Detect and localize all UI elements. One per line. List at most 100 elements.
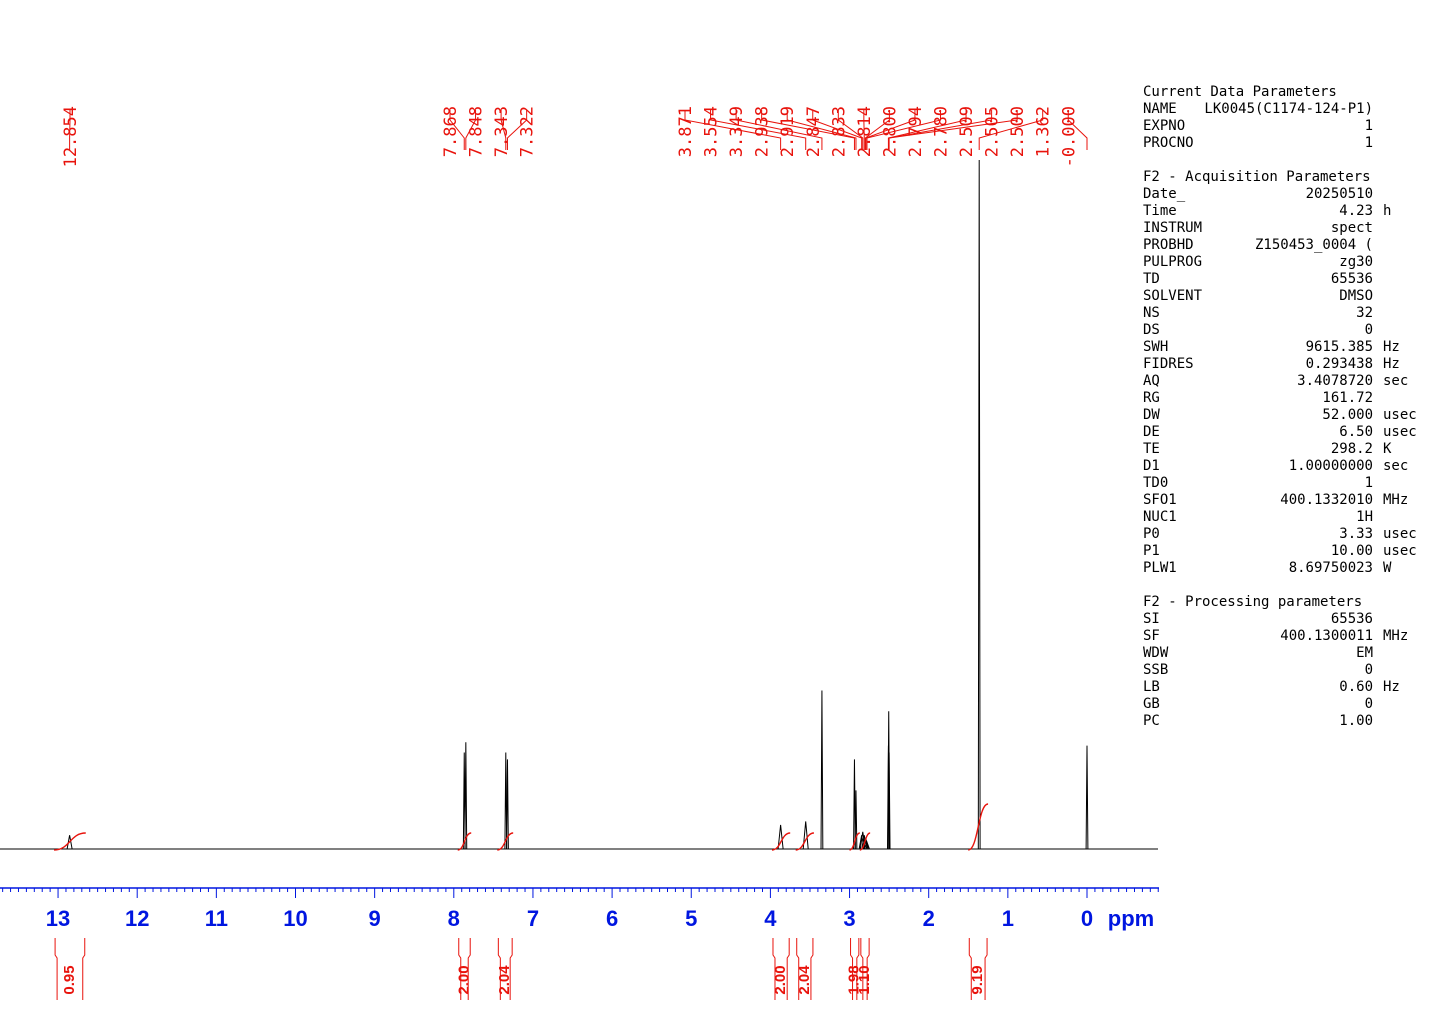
integral-value: 9.19 — [969, 965, 986, 994]
integral-curve — [457, 832, 472, 851]
acquisition-params-list: Date_ 20250510 Time 4.23 h INSTRUM spect PROBHD… — [1143, 186, 1443, 577]
param-value: 0.60 — [1339, 679, 1373, 695]
param-value: Z150453_0004 ( — [1254, 237, 1373, 253]
param-row: DS 0 — [1143, 322, 1443, 339]
integral-bracket — [860, 938, 870, 1000]
param-value: 4.23 — [1339, 203, 1373, 219]
param-row: P0 3.33 usec — [1143, 526, 1443, 543]
param-value: 161.72 — [1322, 390, 1373, 406]
param-value: 20250510 — [1305, 186, 1373, 202]
param-row: RG 161.72 — [1143, 390, 1443, 407]
peak-label-layer: 12.854 7.868 7.848 7.343 7.322 3.871 3.554 3.34… — [61, 106, 1088, 167]
peak-label-leader — [506, 110, 528, 150]
param-name: PROBHD — [1143, 237, 1194, 253]
param-row: SF 400.1300011 MHz — [1143, 628, 1443, 645]
param-value: LK0045(C1174-124-P1) — [1204, 101, 1373, 117]
peak-label: 2.505 — [983, 106, 1003, 157]
peak-label-leader — [761, 110, 855, 150]
integral-curve — [859, 832, 871, 851]
nmr-spectrum-chart: 12.854 7.868 7.848 7.343 7.322 3.871 3.554 3.34… — [0, 106, 1159, 1000]
x-tick-label: 10 — [283, 906, 307, 931]
peak-label: 7.322 — [518, 106, 538, 157]
acquisition-parameters-panel: Current Data Parameters NAME LK0045(C1174… — [1143, 84, 1443, 730]
param-name: SWH — [1143, 339, 1169, 355]
param-unit: W — [1383, 560, 1392, 576]
param-row: TD 65536 — [1143, 271, 1443, 288]
param-row: SSB 0 — [1143, 662, 1443, 679]
param-value: 52.000 — [1322, 407, 1373, 423]
param-row: Date_ 20250510 — [1143, 186, 1443, 203]
spectrum-peak — [820, 690, 824, 850]
param-value: 0 — [1364, 696, 1373, 712]
param-name: SI — [1143, 611, 1160, 627]
peak-label: 3.554 — [702, 106, 722, 157]
param-row: TE 298.2 K — [1143, 441, 1443, 458]
param-unit: sec — [1383, 458, 1409, 474]
param-value: 400.1300011 — [1280, 628, 1373, 644]
param-name: SFO1 — [1143, 492, 1177, 508]
peak-label-leader — [888, 110, 1018, 150]
peak-label: 2.500 — [1008, 106, 1028, 157]
param-value: 1 — [1364, 135, 1373, 151]
x-tick-label: 4 — [764, 906, 777, 931]
spectrum-peak — [506, 759, 509, 850]
x-tick-label: 8 — [448, 906, 460, 931]
x-tick-label: 7 — [527, 906, 539, 931]
integral-bracket — [772, 938, 790, 1000]
spectrum-peak — [777, 824, 784, 850]
param-value: 8.69750023 — [1288, 560, 1373, 576]
param-name: Date_ — [1143, 186, 1186, 202]
processing-params-title: F2 - Processing parameters — [1143, 594, 1363, 610]
param-value: 0 — [1364, 662, 1373, 678]
param-value: 65536 — [1330, 271, 1373, 287]
x-tick-label: 1 — [1002, 906, 1014, 931]
plot-layer — [0, 159, 1158, 850]
param-row: P1 10.00 usec — [1143, 543, 1443, 560]
peak-label: 2.833 — [829, 106, 849, 157]
peak-label: 7.868 — [441, 106, 461, 157]
integral-curve — [795, 832, 815, 851]
param-row: SWH 9615.385 Hz — [1143, 339, 1443, 356]
param-value: EM — [1356, 645, 1373, 661]
param-value: 32 — [1356, 305, 1373, 321]
param-value: 298.2 — [1330, 441, 1373, 457]
param-value: 3.33 — [1339, 526, 1373, 542]
peak-label: 2.509 — [957, 106, 977, 157]
peak-label-leader — [500, 110, 507, 150]
x-tick-label: 6 — [606, 906, 618, 931]
param-name: SSB — [1143, 662, 1169, 678]
param-value: DMSO — [1339, 288, 1373, 304]
param-row: DW 52.000 usec — [1143, 407, 1443, 424]
current-params-list: NAME LK0045(C1174-124-P1) EXPNO 1 PROCNO 1 — [1143, 101, 1443, 152]
param-unit: Hz — [1383, 339, 1400, 355]
param-name: RG — [1143, 390, 1160, 406]
integral-bracket — [458, 938, 471, 1000]
integral-value: 2.04 — [796, 965, 813, 995]
current-params-title: Current Data Parameters — [1143, 84, 1337, 100]
integral-bracket — [54, 938, 86, 1000]
spectrum-peak — [1085, 745, 1089, 850]
param-row: GB 0 — [1143, 696, 1443, 713]
peak-label-leader — [684, 110, 782, 150]
param-row: Time 4.23 h — [1143, 203, 1443, 220]
param-name: P1 — [1143, 543, 1160, 559]
param-name: AQ — [1143, 373, 1160, 389]
x-tick-label: 9 — [369, 906, 381, 931]
param-unit: usec — [1383, 407, 1417, 423]
integral-value: 1.10 — [856, 965, 873, 994]
x-tick-label: 12 — [125, 906, 149, 931]
param-row: SOLVENT DMSO — [1143, 288, 1443, 305]
param-row: PC 1.00 — [1143, 713, 1443, 730]
param-name: FIDRES — [1143, 356, 1194, 372]
param-value: zg30 — [1339, 254, 1373, 270]
param-name: TD — [1143, 271, 1160, 287]
x-axis: 13 12 11 10 9 8 7 6 5 4 3 2 1 0 ppm — [0, 887, 1159, 931]
peak-label-leader — [866, 110, 941, 150]
acquisition-params-title: F2 - Acquisition Parameters — [1143, 169, 1371, 185]
param-name: DE — [1143, 424, 1160, 440]
param-row: TD0 1 — [1143, 475, 1443, 492]
param-row: SFO1 400.1332010 MHz — [1143, 492, 1443, 509]
param-row: PROBHD Z150453_0004 ( — [1143, 237, 1443, 254]
integral-curve — [771, 832, 791, 851]
param-value: 1.00 — [1339, 713, 1373, 729]
